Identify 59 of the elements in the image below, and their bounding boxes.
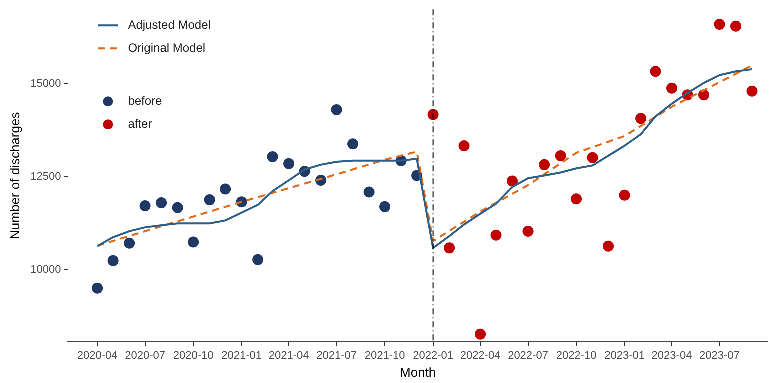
- point: [714, 18, 726, 30]
- point: [636, 113, 647, 124]
- point: [746, 86, 758, 97]
- point: [603, 240, 614, 252]
- point: [220, 184, 232, 195]
- point: [555, 150, 566, 162]
- x-tick-label: 2022-10: [556, 350, 597, 362]
- point: [666, 82, 678, 94]
- x-tick-label: 2023-07: [700, 350, 740, 362]
- x-tick-label: 2022-04: [460, 350, 501, 362]
- legend-label: Original Model: [128, 40, 206, 55]
- point: [156, 198, 168, 209]
- legend-label: Adjusted Model: [128, 18, 211, 32]
- point: [428, 109, 439, 120]
- point: [284, 158, 295, 170]
- point: [348, 138, 359, 150]
- point: [619, 190, 630, 201]
- point: [475, 328, 486, 340]
- point: [522, 226, 534, 237]
- point: [587, 152, 598, 164]
- point: [507, 176, 518, 187]
- point: [108, 255, 119, 266]
- x-tick-label: 2020-10: [173, 350, 214, 362]
- point: [730, 20, 742, 32]
- point: [571, 194, 582, 205]
- x-tick-label: 2020-07: [125, 350, 166, 362]
- x-tick-label: 2022-07: [508, 350, 548, 362]
- point: [539, 159, 550, 170]
- point: [267, 151, 278, 162]
- x-tick-label: 2021-01: [222, 350, 262, 362]
- point: [252, 254, 264, 266]
- point: [204, 194, 216, 206]
- x-tick-label: 2020-04: [77, 350, 118, 362]
- y-tick-label: 12500: [30, 170, 62, 183]
- point: [650, 66, 662, 78]
- y-tick-label: 10000: [30, 264, 62, 276]
- x-axis-title: Month: [400, 364, 436, 380]
- x-tick-label: 2023-01: [604, 350, 645, 362]
- point: [364, 186, 375, 198]
- point: [140, 200, 151, 212]
- point: [92, 282, 104, 294]
- point: [188, 236, 200, 248]
- point: [172, 202, 184, 214]
- x-tick-label: 2021-07: [316, 350, 357, 362]
- point: [458, 140, 470, 152]
- y-tick-label: 15000: [30, 78, 62, 90]
- x-tick-label: 2022-01: [413, 350, 454, 362]
- point: [698, 90, 710, 101]
- point: [380, 201, 391, 212]
- point: [124, 238, 136, 249]
- x-tick-label: 2021-04: [268, 350, 310, 362]
- point: [444, 242, 456, 254]
- x-tick-label: 2021-10: [364, 350, 406, 362]
- point: [490, 230, 502, 241]
- legend-label: before: [128, 94, 163, 108]
- x-tick-label: 2023-04: [652, 350, 692, 362]
- point: [331, 104, 342, 116]
- y-axis-title: Number of discharges: [7, 112, 22, 240]
- legend-label: after: [128, 116, 152, 131]
